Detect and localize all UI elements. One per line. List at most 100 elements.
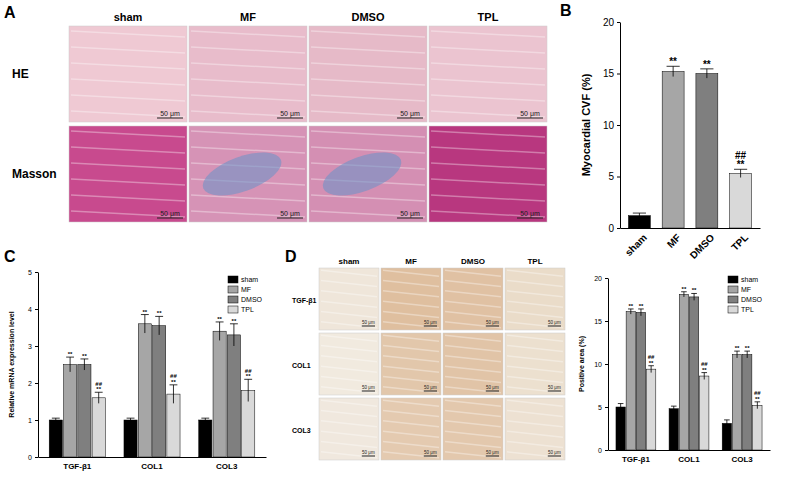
y-tick: 1: [28, 417, 38, 424]
scale-bar: [548, 391, 561, 392]
bar: [730, 173, 752, 228]
y-tick-mark: [35, 457, 38, 458]
tissue-fiber: [311, 195, 425, 201]
legend-label: sham: [741, 276, 758, 283]
y-tick-label: 5: [608, 171, 614, 182]
scale-bar: [424, 456, 437, 457]
y-tick-label: 3: [28, 343, 32, 350]
error-bar: [84, 359, 85, 370]
error-bar: [70, 357, 71, 372]
y-axis-title: Relative mRNA expression level: [8, 311, 16, 417]
scale-bar-label: 50 μm: [548, 385, 561, 390]
x-tick-label: COL1: [141, 462, 163, 471]
significance-label: **: [669, 56, 677, 67]
scale-bar: [424, 391, 437, 392]
scale-bar: [397, 118, 423, 119]
bar: [689, 297, 698, 450]
significance-labels: ************##**##**##**: [628, 286, 761, 402]
tissue-fiber: [321, 356, 377, 362]
y-tick: 10: [603, 120, 620, 131]
significance-label: **: [171, 379, 176, 385]
micrograph: [189, 26, 307, 122]
tissue-fiber: [383, 335, 439, 341]
error-bar: [219, 322, 220, 341]
significance-label: **: [246, 373, 251, 379]
tissue-fiber: [191, 111, 305, 117]
y-tick-label: 10: [603, 120, 615, 131]
scale-bar: [517, 118, 543, 119]
tissue-fiber: [71, 47, 185, 53]
micrograph: [69, 126, 187, 222]
legend-label: MF: [241, 286, 251, 293]
tissue-fiber: [311, 211, 425, 217]
error-bar: [673, 66, 674, 76]
x-tick-label: DMSO: [688, 232, 717, 261]
tissue-fiber: [321, 335, 377, 341]
micrograph: [319, 268, 379, 330]
y-tick-mark: [617, 74, 620, 75]
x-axis-line: [39, 457, 267, 458]
y-tick-mark: [617, 22, 620, 23]
tissue-fiber: [383, 356, 439, 362]
x-tick: COL1: [141, 457, 163, 471]
tissue-fiber: [71, 79, 185, 85]
scale-bar: [157, 218, 183, 219]
tissue-fiber: [431, 63, 545, 69]
tissue-fiber: [71, 63, 185, 69]
x-tick-label: COL3: [731, 455, 753, 464]
bar: [213, 331, 226, 457]
collagen-stain: [197, 144, 286, 205]
scale-bar-label: 50 μm: [486, 385, 499, 390]
tissue-fiber: [445, 346, 501, 352]
tissue-fiber: [431, 111, 545, 117]
tissue-fiber: [321, 346, 377, 352]
scale-bar-label: 50 μm: [486, 320, 499, 325]
tissue-fiber: [431, 79, 545, 85]
x-tick-label: TGF-β1: [63, 462, 92, 471]
tissue-fiber: [321, 431, 377, 437]
significance-label: **: [692, 287, 697, 293]
scale-bar-label: 50 μm: [486, 450, 499, 455]
micrograph: [505, 398, 565, 460]
y-tick-mark: [605, 407, 608, 408]
tissue-fiber: [191, 131, 305, 137]
tissue-fiber: [445, 366, 501, 372]
micrograph: [505, 333, 565, 395]
bar: [199, 420, 212, 457]
scale-bar: [362, 391, 375, 392]
y-tick-label: 5: [598, 404, 602, 411]
significance-label: **: [735, 345, 740, 351]
tissue-fiber: [507, 301, 563, 307]
y-tick-mark: [605, 450, 608, 451]
y-tick: 5: [608, 171, 620, 182]
tissue-fiber: [321, 291, 377, 297]
tissue-fiber: [507, 281, 563, 287]
bar: [78, 365, 91, 458]
error-bar: [205, 418, 206, 422]
tissue-fiber: [191, 79, 305, 85]
x-tick: TGF-β1: [622, 450, 651, 464]
error-bar: [747, 351, 748, 358]
scale-bar-label: 50 μm: [362, 450, 375, 455]
x-tick: COL3: [216, 457, 238, 471]
tissue-fiber: [445, 270, 501, 276]
significance-label: **: [703, 59, 711, 70]
row-label: COL3: [292, 427, 311, 434]
bar: [732, 355, 741, 450]
bar: [138, 324, 151, 457]
error-cap: [724, 419, 730, 420]
y-tick-mark: [605, 364, 608, 365]
bar: [92, 398, 105, 457]
scale-bar: [486, 391, 499, 392]
x-axis: TGF-β1 COL1 COL3: [39, 457, 267, 471]
plot-area: [49, 315, 255, 457]
bar: [722, 423, 731, 450]
tissue-fiber: [507, 270, 563, 276]
tissue-fiber: [431, 211, 545, 217]
tissue-fiber: [311, 111, 425, 117]
legend-label: sham: [241, 276, 258, 283]
x-tick: sham: [623, 228, 649, 258]
scale-bar-label: 50 μm: [280, 210, 300, 218]
legend-swatch: [728, 276, 738, 283]
tissue-fiber: [431, 95, 545, 101]
